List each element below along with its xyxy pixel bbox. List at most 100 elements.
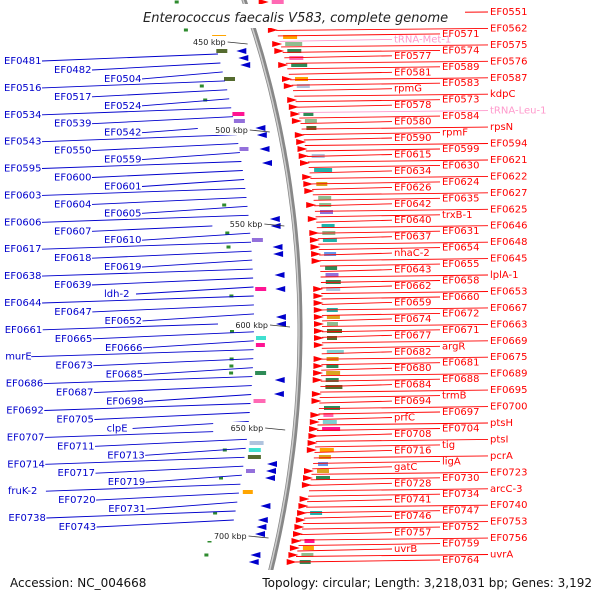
marker-dot — [226, 245, 231, 249]
cog-feature-block — [326, 371, 341, 375]
gene-label-ef0610: EF0610 — [104, 235, 142, 246]
gene-label-ef0600: EF0600 — [54, 173, 92, 184]
gene-label-pcra: pcrA — [490, 451, 513, 462]
left-leader-line — [93, 358, 254, 367]
right-leader-line — [307, 159, 489, 163]
cog-feature-block — [256, 336, 266, 340]
right-leader-line — [321, 301, 393, 305]
cog-feature-block — [323, 413, 334, 417]
cog-feature-block — [216, 49, 228, 53]
forward-gene-arrow — [313, 300, 324, 306]
reverse-gene-arrow — [262, 160, 272, 166]
forward-gene-arrow — [309, 419, 320, 425]
gene-label-ef0730: EF0730 — [442, 473, 480, 484]
reverse-gene-arrow — [270, 223, 281, 229]
gene-label-argr: argR — [442, 341, 465, 352]
cog-feature-block — [255, 287, 267, 291]
right-leader-line — [320, 373, 489, 377]
right-leader-line — [315, 444, 441, 448]
cog-feature-block — [316, 476, 330, 480]
gene-label-rpmg: rpmG — [394, 84, 422, 95]
gene-label-ef0740: EF0740 — [490, 500, 528, 511]
cog-feature-block — [322, 420, 337, 424]
right-leader-line — [320, 280, 441, 283]
cog-feature-block — [248, 448, 261, 452]
right-leader-line — [311, 471, 489, 475]
gene-label-ef0516: EF0516 — [4, 83, 42, 94]
reverse-gene-arrow — [273, 251, 284, 257]
tick-label: 600 kbp — [235, 321, 268, 330]
gene-label-ef0580: EF0580 — [394, 117, 432, 128]
cog-feature-block — [326, 287, 341, 291]
forward-gene-arrow — [297, 510, 308, 516]
right-leader-line — [321, 362, 441, 366]
gene-label-ef0677: EF0677 — [394, 330, 432, 341]
gene-label-ef0714: EF0714 — [7, 459, 45, 470]
forward-gene-arrow — [278, 62, 289, 68]
marker-dot — [183, 28, 188, 32]
gene-label-ef0692: EF0692 — [6, 406, 44, 417]
right-leader-line — [319, 258, 489, 262]
cog-feature-block — [242, 490, 253, 494]
forward-gene-arrow — [291, 538, 302, 544]
gene-label-ef0618: EF0618 — [54, 253, 92, 264]
right-leader-line — [295, 554, 489, 557]
gene-label-ef0655: EF0655 — [442, 259, 480, 270]
cog-feature-block — [291, 63, 308, 67]
marker-dot — [199, 84, 204, 88]
gene-label-ef0752: EF0752 — [442, 522, 480, 533]
cog-feature-block — [327, 336, 337, 340]
right-leader-line — [321, 340, 489, 344]
left-leader-line — [93, 385, 252, 394]
reverse-gene-arrow — [269, 216, 280, 222]
right-leader-line — [300, 121, 393, 125]
forward-gene-arrow — [288, 104, 299, 110]
cog-feature-block — [322, 427, 341, 431]
marker-dot — [230, 329, 234, 333]
cog-feature-block — [224, 77, 235, 81]
cog-feature-block — [232, 112, 245, 116]
forward-gene-arrow — [310, 244, 321, 250]
forward-gene-arrow — [302, 174, 313, 180]
marker-dot — [229, 357, 234, 361]
cog-feature-block — [253, 399, 266, 403]
cog-feature-block — [327, 322, 338, 326]
right-leader-line — [299, 115, 441, 119]
gene-label-ef0534: EF0534 — [4, 110, 42, 121]
left-leader-line — [94, 412, 250, 420]
gene-label-ef0665: EF0665 — [55, 334, 93, 345]
left-leader-line — [91, 250, 252, 259]
gene-label-ef0723: EF0723 — [490, 467, 528, 478]
right-leader-line — [321, 356, 489, 360]
forward-gene-arrow — [313, 342, 324, 348]
right-leader-line — [290, 77, 489, 81]
gene-label-arcc-3: arcC-3 — [490, 484, 522, 495]
gene-label-ef0619: EF0619 — [104, 262, 142, 273]
forward-gene-arrow — [306, 447, 317, 453]
forward-gene-arrow — [313, 307, 324, 313]
right-leader-line — [321, 307, 489, 311]
reverse-gene-arrow — [248, 559, 259, 565]
tick-backdrop — [217, 319, 270, 330]
tick-backdrop — [213, 422, 266, 433]
gene-label-ef0639: EF0639 — [54, 280, 92, 291]
cog-feature-block — [246, 469, 255, 473]
gene-label-ef0606: EF0606 — [4, 217, 42, 228]
gene-label-ef0697: EF0697 — [442, 407, 480, 418]
gene-label-ef0680: EF0680 — [394, 363, 432, 374]
gene-label-ef0645: EF0645 — [490, 254, 528, 265]
right-leader-line — [320, 378, 441, 382]
forward-gene-arrow — [311, 391, 322, 397]
right-leader-line — [291, 82, 441, 86]
right-leader-line — [298, 543, 441, 547]
forward-gene-arrow — [288, 552, 299, 558]
right-leader-line — [321, 334, 393, 338]
left-leader-line — [91, 170, 243, 178]
tick-backdrop — [196, 530, 249, 541]
cog-feature-block — [322, 238, 337, 242]
forward-gene-arrow — [303, 475, 313, 481]
forward-gene-arrow — [300, 160, 310, 166]
gene-label-ef0617: EF0617 — [4, 244, 42, 255]
gene-label-ef0594: EF0594 — [490, 139, 528, 150]
cog-feature-block — [321, 224, 335, 228]
